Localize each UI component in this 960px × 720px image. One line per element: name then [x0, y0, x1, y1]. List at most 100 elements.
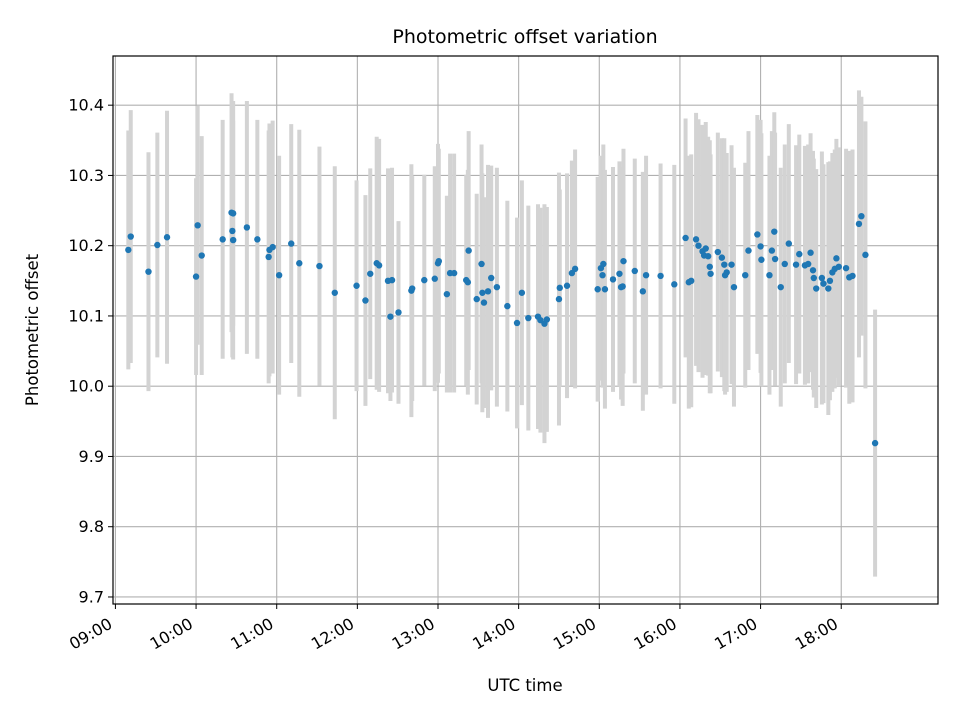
- data-point: [316, 262, 323, 270]
- data-point: [723, 269, 730, 276]
- data-point: [825, 285, 832, 292]
- data-point: [229, 236, 237, 244]
- y-tick-label: 10.1: [68, 306, 104, 325]
- data-point: [493, 283, 501, 291]
- data-point: [835, 263, 843, 270]
- data-point: [718, 254, 726, 261]
- data-point: [265, 253, 272, 261]
- data-points: [125, 209, 879, 447]
- data-point: [154, 241, 161, 249]
- data-point: [331, 289, 338, 296]
- data-point: [464, 279, 472, 286]
- y-tick-label: 9.7: [79, 587, 104, 606]
- data-point: [796, 250, 803, 258]
- data-point: [871, 439, 879, 447]
- data-point: [431, 275, 438, 282]
- data-point: [771, 228, 778, 235]
- data-point: [804, 260, 812, 268]
- data-point: [706, 263, 713, 270]
- data-point: [435, 257, 443, 265]
- data-point: [620, 257, 627, 265]
- data-point: [807, 249, 814, 256]
- y-tick-label: 10.2: [68, 236, 104, 255]
- data-point: [754, 231, 761, 238]
- data-point: [473, 295, 480, 303]
- data-point: [600, 260, 607, 268]
- data-point: [781, 260, 788, 268]
- data-point: [862, 251, 869, 259]
- data-point: [855, 220, 863, 228]
- y-axis-label: Photometric offset: [23, 253, 42, 406]
- data-point: [145, 268, 152, 275]
- y-axis: 9.7 9.8 9.9 10.0 10.1 10.2 10.3 10.4: [68, 96, 113, 606]
- data-point: [631, 267, 638, 275]
- data-point: [730, 283, 738, 291]
- data-point: [465, 247, 472, 254]
- data-point: [858, 212, 865, 220]
- data-point: [480, 299, 488, 306]
- data-point: [745, 247, 752, 254]
- data-point: [353, 282, 360, 289]
- data-point: [367, 270, 374, 277]
- data-point: [518, 289, 526, 296]
- data-point: [671, 281, 678, 288]
- y-tick-label: 9.8: [79, 517, 104, 536]
- y-tick-label: 10.0: [68, 377, 104, 396]
- data-point: [704, 253, 712, 260]
- data-point: [229, 227, 236, 235]
- data-point: [443, 290, 451, 298]
- data-point: [688, 277, 695, 285]
- data-point: [721, 261, 728, 268]
- data-point: [556, 284, 563, 292]
- y-tick-label: 9.9: [79, 447, 104, 466]
- data-point: [408, 285, 416, 292]
- data-point: [833, 255, 840, 262]
- data-point: [616, 270, 623, 277]
- data-point: [296, 260, 303, 267]
- chart-title: Photometric offset variation: [392, 26, 657, 48]
- data-point: [826, 277, 834, 285]
- data-point: [742, 272, 749, 279]
- data-point: [758, 256, 765, 263]
- data-point: [362, 297, 369, 304]
- data-point: [728, 261, 735, 268]
- x-axis-label: UTC time: [487, 676, 562, 695]
- data-point: [818, 274, 826, 282]
- data-point: [707, 270, 714, 277]
- data-point: [639, 288, 647, 295]
- data-point: [163, 234, 171, 241]
- plot-frame: [112, 55, 939, 605]
- data-point: [229, 210, 237, 217]
- data-point: [695, 242, 702, 249]
- data-point: [601, 286, 609, 293]
- data-point: [219, 236, 226, 243]
- data-point: [619, 283, 626, 290]
- data-point: [387, 313, 394, 320]
- data-point: [254, 236, 261, 243]
- data-point: [809, 267, 817, 274]
- data-point: [594, 286, 601, 293]
- data-point: [243, 224, 251, 231]
- data-point: [450, 269, 458, 277]
- data-point: [127, 233, 134, 240]
- data-point: [599, 272, 606, 279]
- data-point: [771, 255, 779, 263]
- data-point: [478, 260, 485, 268]
- data-point: [657, 272, 664, 280]
- data-point: [395, 309, 402, 316]
- data-point: [194, 222, 201, 229]
- data-point: [479, 289, 486, 296]
- data-point: [513, 319, 521, 327]
- data-point: [810, 274, 818, 282]
- data-point: [198, 252, 205, 259]
- data-point: [642, 272, 650, 279]
- data-point: [792, 261, 800, 268]
- data-point: [488, 274, 495, 282]
- data-point: [525, 314, 532, 322]
- data-point: [269, 243, 276, 251]
- data-point: [555, 295, 563, 303]
- y-tick-label: 10.3: [68, 166, 104, 185]
- y-tick-label: 10.4: [68, 96, 104, 115]
- data-point: [820, 280, 827, 287]
